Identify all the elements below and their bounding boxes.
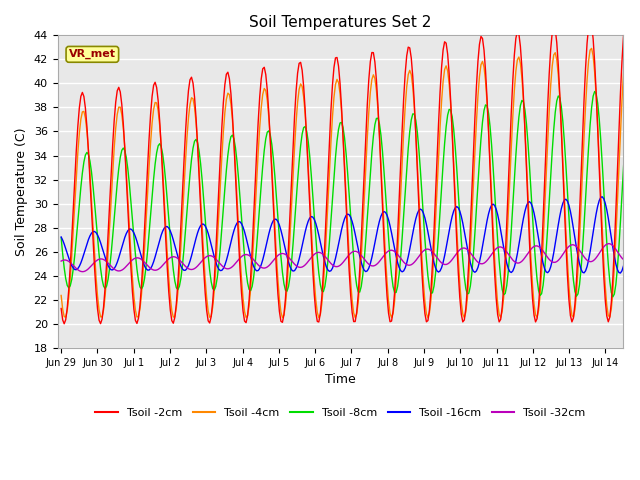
X-axis label: Time: Time [325, 373, 356, 386]
Title: Soil Temperatures Set 2: Soil Temperatures Set 2 [250, 15, 432, 30]
Text: VR_met: VR_met [69, 49, 116, 60]
Y-axis label: Soil Temperature (C): Soil Temperature (C) [15, 127, 28, 256]
Legend: Tsoil -2cm, Tsoil -4cm, Tsoil -8cm, Tsoil -16cm, Tsoil -32cm: Tsoil -2cm, Tsoil -4cm, Tsoil -8cm, Tsoi… [91, 403, 590, 422]
